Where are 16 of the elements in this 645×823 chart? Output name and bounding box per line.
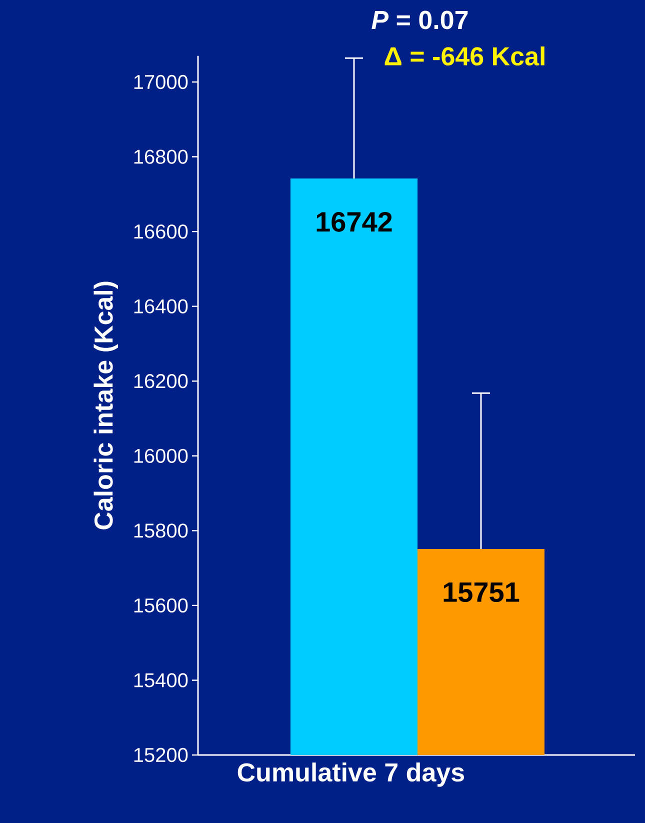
y-tick-label: 16000: [134, 448, 188, 463]
y-tick-label: 15200: [134, 748, 188, 762]
y-tick-label: 15800: [134, 524, 188, 538]
data-label: 15751: [444, 582, 520, 602]
text: P = 0.07: [372, 10, 468, 30]
data-label: 16742: [316, 212, 392, 232]
y-tick-label: 16400: [134, 299, 188, 314]
y-tick-label: 16600: [134, 224, 188, 239]
y-tick-label: 15400: [134, 673, 188, 688]
y-tick-label: 15600: [134, 598, 188, 613]
annotation: Δ = -646 Kcal: [384, 46, 544, 66]
y-tick-label: 16800: [134, 150, 188, 164]
x-axis-title: Cumulative 7 days: [238, 762, 464, 787]
y-tick-label: 16200: [134, 374, 188, 388]
y-axis-title: Caloric intake (Kcal): [94, 282, 118, 530]
y-tick-label: 17000: [134, 74, 188, 90]
